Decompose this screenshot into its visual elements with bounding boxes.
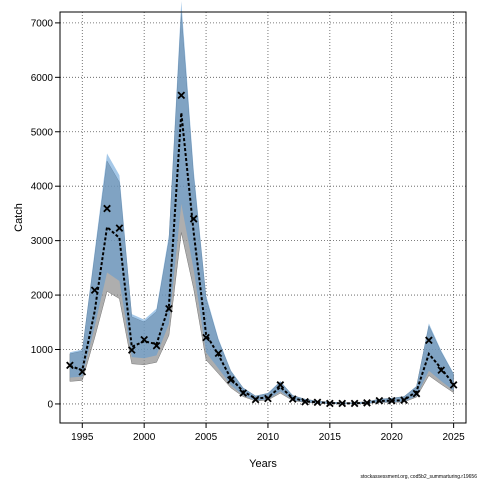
observed-point-stroke-b bbox=[251, 395, 260, 404]
observed-point-stroke-b bbox=[400, 396, 408, 404]
observed-point-stroke-b bbox=[437, 366, 446, 375]
estimate-line bbox=[69, 112, 455, 405]
observed-point-2003 bbox=[177, 91, 186, 100]
observed-point-2018 bbox=[363, 399, 371, 407]
observed-point-2025 bbox=[449, 381, 458, 389]
observed-point-stroke-b bbox=[214, 349, 223, 358]
observed-point-stroke-b bbox=[152, 341, 161, 350]
y-tick-label-6000: 6000 bbox=[31, 73, 54, 84]
observed-point-stroke-b bbox=[90, 286, 99, 295]
observed-point-stroke-b bbox=[177, 91, 186, 100]
observed-point-stroke-b bbox=[276, 381, 285, 389]
observed-point-stroke-b bbox=[239, 389, 248, 397]
observed-point-2020 bbox=[387, 396, 396, 405]
observed-point-2002 bbox=[165, 304, 173, 313]
observed-point-stroke-b bbox=[226, 376, 235, 384]
observed-point-stroke-b bbox=[375, 396, 384, 405]
observed-point-1996 bbox=[90, 286, 99, 295]
observed-point-2017 bbox=[350, 399, 359, 408]
observed-point-2007 bbox=[226, 376, 235, 384]
x-tick-label-2005: 2005 bbox=[195, 432, 218, 443]
observed-point-2024 bbox=[437, 366, 446, 375]
x-tick-label-2010: 2010 bbox=[257, 432, 280, 443]
y-tick-label-1000: 1000 bbox=[31, 345, 54, 356]
observed-point-1999 bbox=[127, 346, 136, 354]
x-tick-label-2000: 2000 bbox=[133, 432, 156, 443]
observed-point-2022 bbox=[412, 389, 421, 398]
x-axis: 1995 2000 2005 2010 2015 2020 2025 bbox=[71, 423, 465, 443]
observed-point-1998 bbox=[115, 224, 124, 232]
observed-point-stroke-b bbox=[326, 399, 334, 408]
observed-point-2008 bbox=[239, 389, 248, 397]
observed-point-stroke-b bbox=[140, 335, 149, 344]
observed-point-stroke-b bbox=[363, 399, 371, 407]
observed-point-stroke-b bbox=[165, 304, 173, 313]
y-tick-label-0: 0 bbox=[47, 399, 53, 410]
observed-point-2023 bbox=[425, 336, 433, 345]
observed-point-2021 bbox=[400, 396, 408, 404]
y-tick-label-3000: 3000 bbox=[31, 236, 54, 247]
observed-point-2015 bbox=[326, 399, 334, 408]
x-tick-label-2015: 2015 bbox=[319, 432, 342, 443]
plot-frame bbox=[59, 11, 467, 424]
y-tick-label-5000: 5000 bbox=[31, 127, 54, 138]
series-lines bbox=[69, 112, 455, 405]
observed-point-stroke-b bbox=[387, 396, 396, 405]
x-tick-label-2025: 2025 bbox=[442, 432, 465, 443]
watermark-text: stockassessment.org, cod5b2_summarturing… bbox=[361, 474, 478, 480]
x-tick-label-2020: 2020 bbox=[381, 432, 404, 443]
observed-point-1995 bbox=[78, 367, 87, 376]
observed-point-stroke-b bbox=[189, 215, 198, 223]
observed-point-2014 bbox=[313, 398, 322, 407]
observed-point-2010 bbox=[264, 394, 272, 403]
observed-point-stroke-b bbox=[288, 395, 297, 403]
observed-point-stroke-b bbox=[103, 204, 111, 213]
y-tick-label-7000: 7000 bbox=[31, 18, 54, 29]
observed-point-stroke-b bbox=[338, 399, 347, 408]
observed-point-stroke-b bbox=[127, 346, 136, 354]
x-axis-title: Years bbox=[249, 458, 277, 470]
observed-point-stroke-b bbox=[264, 394, 272, 403]
observed-point-stroke-b bbox=[66, 361, 74, 370]
observed-point-stroke-b bbox=[350, 399, 359, 408]
observed-point-2016 bbox=[338, 399, 347, 408]
observed-point-stroke-b bbox=[449, 381, 458, 389]
inner-band bbox=[69, 1, 454, 404]
observed-point-2001 bbox=[152, 341, 161, 350]
outer-band bbox=[69, 13, 454, 405]
observed-point-1997 bbox=[103, 204, 111, 213]
observed-point-stroke-b bbox=[78, 367, 87, 376]
y-tick-label-4000: 4000 bbox=[31, 182, 54, 193]
observed-point-2013 bbox=[301, 397, 309, 406]
observed-point-2019 bbox=[375, 396, 384, 405]
observed-point-stroke-b bbox=[202, 333, 210, 342]
observed-point-stroke-b bbox=[425, 336, 433, 345]
observed-point-2005 bbox=[202, 333, 210, 342]
observed-point-stroke-b bbox=[412, 389, 421, 398]
confidence-bands bbox=[69, 1, 454, 405]
observed-point-stroke-b bbox=[313, 398, 322, 407]
observed-point-2012 bbox=[288, 395, 297, 403]
observed-point-2011 bbox=[276, 381, 285, 389]
y-axis-title: Catch bbox=[13, 203, 25, 232]
observed-points bbox=[66, 91, 458, 408]
observed-point-stroke-b bbox=[301, 397, 309, 406]
observed-point-stroke-b bbox=[115, 224, 124, 232]
y-axis: 0 1000 2000 3000 4000 5000 6000 7000 bbox=[31, 18, 60, 410]
observed-point-2006 bbox=[214, 349, 223, 358]
observed-point-1994 bbox=[66, 361, 74, 370]
observed-point-2000 bbox=[140, 335, 149, 344]
y-tick-label-2000: 2000 bbox=[31, 291, 54, 302]
observed-point-2009 bbox=[251, 395, 260, 404]
observed-point-2004 bbox=[189, 215, 198, 223]
x-tick-label-1995: 1995 bbox=[71, 432, 94, 443]
